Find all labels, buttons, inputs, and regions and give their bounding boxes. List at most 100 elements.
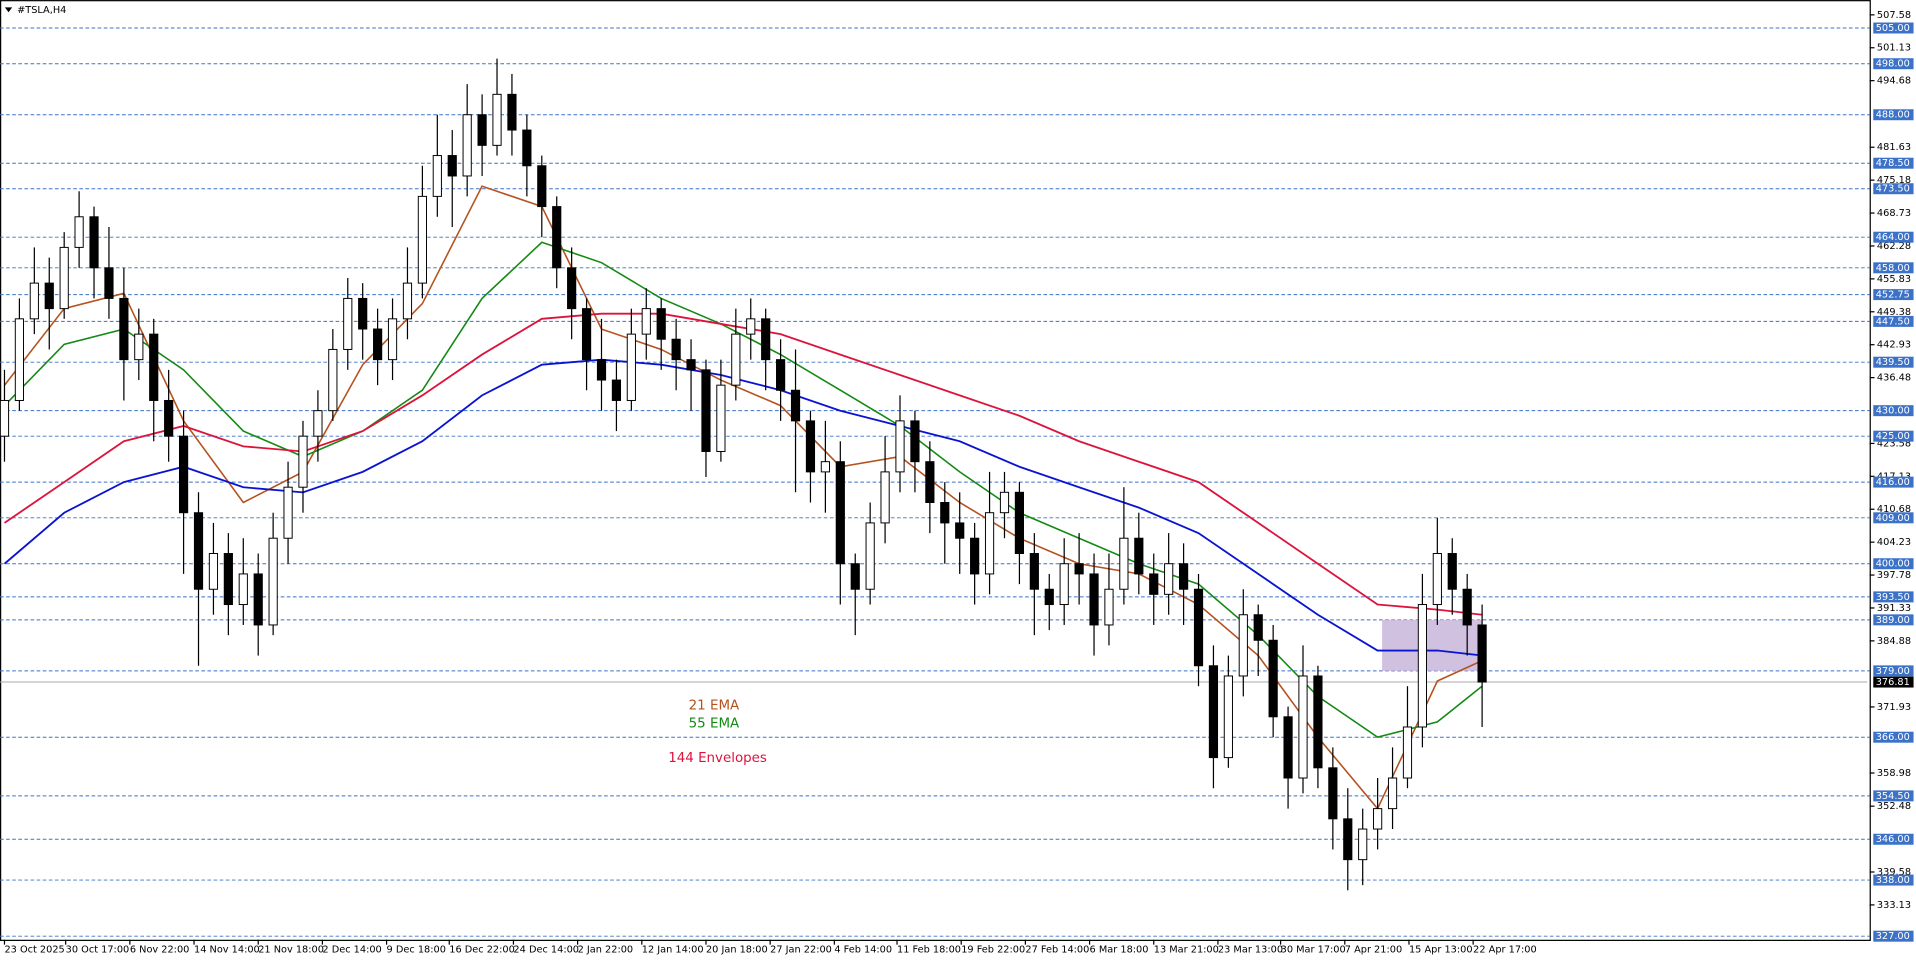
candle-body [477, 114, 487, 146]
candle-body [940, 502, 950, 524]
level-label-bg [1873, 430, 1914, 442]
candle-body [1134, 537, 1144, 575]
y-tick-label: 468.73 [1877, 208, 1911, 219]
level-label-bg [1873, 109, 1914, 121]
candle-body [1208, 665, 1219, 759]
x-tick-label: 20 Jan 18:00 [706, 945, 768, 956]
candle-body [537, 165, 547, 208]
level-label-bg [1873, 58, 1914, 70]
x-tick-label: 24 Dec 14:00 [513, 945, 579, 956]
candle-body [1358, 828, 1368, 861]
x-tick-label: 30 Mar 17:00 [1281, 945, 1346, 956]
chart-title: #TSLA,H4 [17, 5, 66, 16]
x-tick-label: 21 Nov 18:00 [258, 945, 324, 956]
candle-body [149, 333, 159, 401]
candle-body [746, 318, 756, 335]
last-price-bg [1873, 676, 1914, 688]
x-tick-label: 4 Feb 14:00 [834, 945, 892, 956]
candle-body [1014, 491, 1025, 555]
y-tick-label: 397.78 [1877, 570, 1911, 581]
y-tick-label: 462.28 [1877, 241, 1911, 252]
indicator-label: 144 Envelopes [668, 751, 767, 766]
candle-body [328, 348, 338, 412]
level-label-bg [1873, 22, 1914, 34]
level-label: 393.50 [1876, 592, 1910, 603]
y-tick-label: 333.13 [1877, 900, 1911, 911]
level-label: 346.00 [1876, 834, 1910, 845]
candle-body [626, 333, 636, 401]
level-label: 389.00 [1876, 615, 1910, 626]
candle-body [567, 267, 577, 310]
candle-body [701, 369, 711, 452]
level-label: 447.50 [1876, 316, 1910, 327]
level-label-bg [1873, 591, 1914, 603]
level-label: 354.50 [1876, 791, 1910, 802]
candle-body [253, 573, 263, 626]
level-label-bg [1873, 183, 1914, 195]
candle-body [1044, 588, 1054, 606]
candle-body [1074, 563, 1084, 575]
candle-body [686, 359, 696, 371]
candle-body [1343, 818, 1353, 861]
candle-body [373, 328, 383, 361]
candle-body [1447, 553, 1457, 590]
candle-body [1313, 675, 1323, 769]
candle-body [1298, 675, 1308, 779]
candle-body [178, 435, 189, 514]
symbol-menu[interactable] [4, 7, 13, 13]
level-label-bg [1873, 874, 1914, 886]
level-label: 464.00 [1876, 232, 1910, 243]
candle-body [716, 384, 726, 452]
ema-line [3, 185, 1483, 811]
candle-body [955, 522, 965, 539]
candle-body [820, 461, 830, 473]
candle-body [193, 512, 204, 590]
candle-body [14, 318, 24, 401]
candle-body [268, 537, 278, 626]
y-tick-label: 404.23 [1877, 537, 1911, 548]
candle-body [895, 420, 905, 473]
candle-body [507, 93, 517, 131]
y-tick-label: 481.63 [1877, 142, 1911, 153]
candle-body [1223, 675, 1233, 759]
candle-body [522, 129, 532, 167]
candle-body [238, 573, 248, 606]
candle-body [761, 318, 771, 361]
candle-body [1238, 614, 1248, 677]
candle-body [850, 563, 860, 590]
candle-body [208, 553, 219, 590]
candle-body [417, 195, 427, 284]
candle-body [1402, 726, 1413, 779]
candle-body [596, 359, 607, 381]
x-tick-label: 15 Apr 13:00 [1409, 945, 1473, 956]
x-tick-label: 13 Mar 21:00 [1154, 945, 1219, 956]
candle-body [1104, 588, 1114, 626]
candle-body [581, 308, 592, 361]
x-tick-label: 16 Dec 22:00 [449, 945, 515, 956]
level-label-bg [1873, 315, 1914, 327]
candle-body [387, 318, 398, 361]
level-label: 409.00 [1876, 513, 1910, 524]
level-label-bg [1873, 231, 1914, 243]
candle-body [970, 537, 980, 575]
level-label: 327.00 [1876, 931, 1910, 942]
candle-body [1029, 553, 1039, 590]
candle-body [89, 216, 99, 269]
candle-body [358, 297, 368, 330]
y-tick-label: 410.68 [1877, 504, 1911, 515]
candle-body [776, 359, 786, 391]
candle-body [1373, 808, 1383, 830]
x-tick-label: 6 Nov 22:00 [130, 945, 190, 956]
x-tick-label: 23 Mar 13:00 [1218, 945, 1283, 956]
x-tick-label: 27 Feb 14:00 [1025, 945, 1089, 956]
x-tick-label: 27 Jan 22:00 [770, 945, 832, 956]
y-tick-label: 358.98 [1877, 768, 1911, 779]
level-label: 379.00 [1876, 666, 1910, 677]
level-label-bg [1873, 476, 1914, 488]
level-label: 473.50 [1876, 184, 1910, 195]
x-tick-label: 12 Jan 14:00 [642, 945, 704, 956]
x-tick-label: 19 Feb 22:00 [961, 945, 1025, 956]
y-tick-label: 339.58 [1877, 867, 1911, 878]
candle-body [790, 389, 801, 422]
